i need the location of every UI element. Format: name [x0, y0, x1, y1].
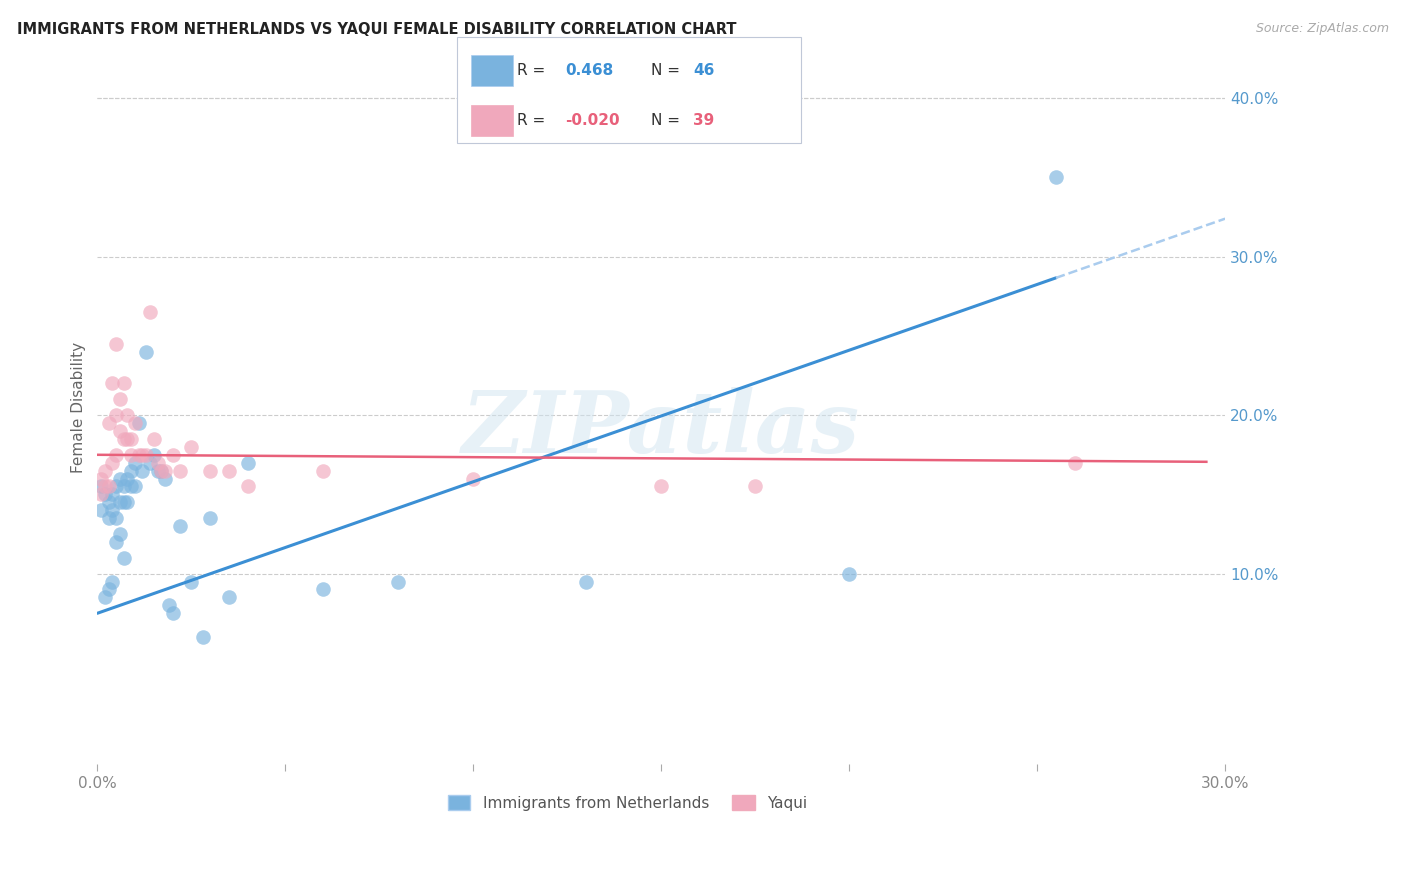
Point	[120, 464, 142, 478]
Point	[120, 448, 142, 462]
Point	[191, 630, 214, 644]
Point	[90, 479, 112, 493]
Point	[97, 495, 120, 509]
Point	[112, 432, 135, 446]
Point	[112, 495, 135, 509]
Point	[312, 464, 335, 478]
Text: -0.020: -0.020	[565, 113, 620, 128]
Point	[112, 550, 135, 565]
Point	[150, 464, 173, 478]
Point	[1045, 170, 1067, 185]
Text: N =: N =	[651, 113, 681, 128]
Point	[128, 448, 150, 462]
Point	[1063, 456, 1085, 470]
Point	[650, 479, 672, 493]
Text: 0.468: 0.468	[565, 63, 613, 78]
Text: 39: 39	[693, 113, 714, 128]
Point	[105, 479, 128, 493]
Point	[90, 503, 112, 517]
Point	[218, 591, 240, 605]
Point	[94, 487, 117, 501]
Point	[120, 479, 142, 493]
Point	[135, 344, 157, 359]
Point	[105, 448, 128, 462]
Point	[117, 472, 139, 486]
Point	[744, 479, 766, 493]
Point	[312, 582, 335, 597]
Point	[198, 464, 221, 478]
Point	[128, 416, 150, 430]
Point	[105, 336, 128, 351]
Text: IMMIGRANTS FROM NETHERLANDS VS YAQUI FEMALE DISABILITY CORRELATION CHART: IMMIGRANTS FROM NETHERLANDS VS YAQUI FEM…	[17, 22, 737, 37]
Point	[387, 574, 409, 589]
Text: 46: 46	[693, 63, 714, 78]
Point	[108, 424, 131, 438]
Point	[97, 511, 120, 525]
Point	[94, 479, 117, 493]
Point	[146, 456, 169, 470]
Point	[97, 582, 120, 597]
Point	[162, 607, 184, 621]
Point	[463, 472, 485, 486]
Text: R =: R =	[517, 113, 546, 128]
Point	[101, 503, 124, 517]
Point	[101, 574, 124, 589]
Point	[131, 448, 153, 462]
Point	[108, 527, 131, 541]
Point	[101, 376, 124, 391]
Point	[117, 432, 139, 446]
Point	[142, 448, 165, 462]
Point	[94, 464, 117, 478]
Point	[180, 440, 202, 454]
Point	[108, 392, 131, 407]
Point	[153, 472, 176, 486]
Point	[146, 464, 169, 478]
Point	[105, 511, 128, 525]
Point	[90, 487, 112, 501]
Point	[131, 464, 153, 478]
Point	[97, 416, 120, 430]
Point	[236, 456, 259, 470]
Point	[153, 464, 176, 478]
Point	[169, 519, 191, 533]
Point	[157, 599, 180, 613]
Point	[575, 574, 598, 589]
Point	[218, 464, 240, 478]
Point	[112, 479, 135, 493]
Point	[135, 448, 157, 462]
Legend: Immigrants from Netherlands, Yaqui: Immigrants from Netherlands, Yaqui	[441, 789, 814, 817]
Point	[162, 448, 184, 462]
Point	[124, 456, 146, 470]
Point	[150, 464, 173, 478]
Point	[139, 305, 162, 319]
Text: N =: N =	[651, 63, 681, 78]
Point	[108, 495, 131, 509]
Point	[108, 472, 131, 486]
Point	[169, 464, 191, 478]
Point	[139, 456, 162, 470]
Point	[97, 479, 120, 493]
Point	[180, 574, 202, 589]
Point	[112, 376, 135, 391]
Point	[117, 495, 139, 509]
Point	[838, 566, 860, 581]
Point	[120, 432, 142, 446]
Text: R =: R =	[517, 63, 546, 78]
Point	[90, 472, 112, 486]
Point	[101, 456, 124, 470]
Point	[124, 416, 146, 430]
Point	[236, 479, 259, 493]
Text: ZIPatlas: ZIPatlas	[463, 387, 860, 470]
Point	[94, 591, 117, 605]
Y-axis label: Female Disability: Female Disability	[72, 342, 86, 473]
Point	[117, 408, 139, 422]
Point	[105, 408, 128, 422]
Point	[101, 487, 124, 501]
Point	[142, 432, 165, 446]
Point	[105, 535, 128, 549]
Text: Source: ZipAtlas.com: Source: ZipAtlas.com	[1256, 22, 1389, 36]
Point	[124, 479, 146, 493]
Point	[198, 511, 221, 525]
